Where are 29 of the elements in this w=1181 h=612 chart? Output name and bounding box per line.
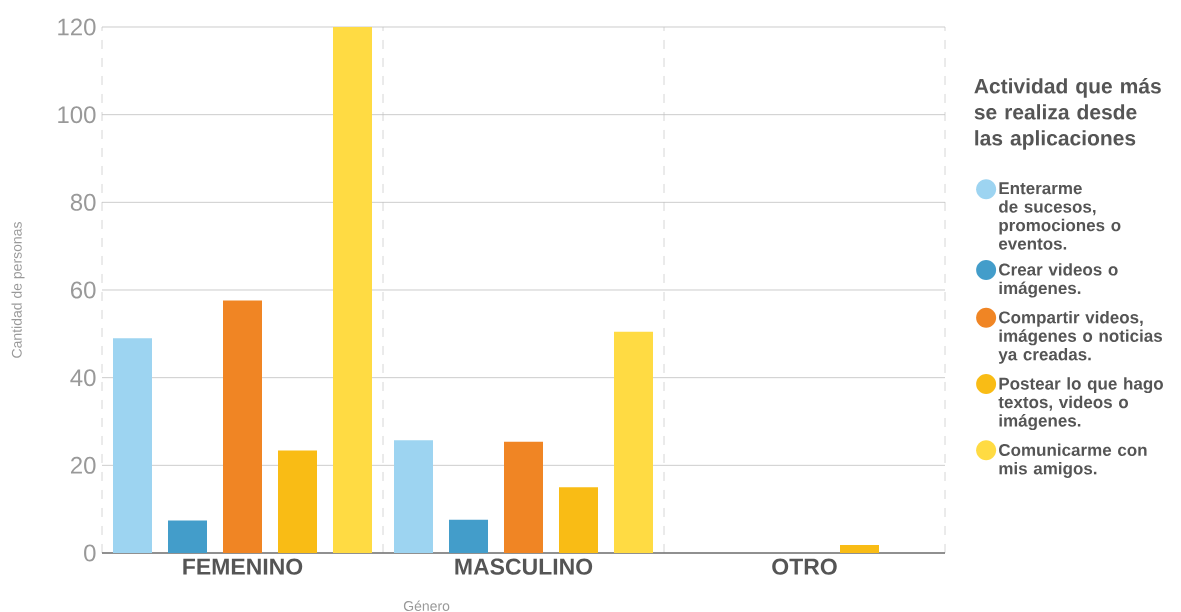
y-tick-label: 0: [84, 544, 96, 562]
bar: [168, 520, 207, 553]
bar: [394, 440, 433, 553]
bar: [113, 338, 152, 553]
bar: [223, 300, 262, 553]
bar: [559, 487, 598, 553]
legend-label: Crear videos o imágenes.: [999, 263, 1118, 298]
bar: [614, 331, 653, 553]
bar: [504, 441, 543, 553]
legend-label: Compartir videos, imágenes o noticias ya creadas.: [998, 310, 1162, 364]
bar: [278, 450, 317, 553]
legend-label: Enterarme de sucesos, promociones o eventos.: [998, 182, 1121, 250]
y-tick-label: 120: [58, 18, 96, 36]
x-tick-label: FEMENINO: [183, 558, 303, 575]
legend-label: Postear lo que hago textos, videos o imágenes.: [998, 377, 1163, 431]
x-tick-label: MASCULINO: [455, 558, 593, 575]
y-tick-label: 40: [70, 369, 96, 387]
x-tick-label: OTRO: [772, 558, 837, 575]
bar: [449, 519, 488, 553]
y-tick-label: 80: [70, 193, 96, 211]
legend-title: Actividad que más se realiza desde las aplicaciones: [974, 77, 1161, 150]
bar: [333, 26, 372, 553]
legend-label: Comunicarme con mis amigos.: [999, 443, 1147, 478]
y-tick-label: 60: [71, 281, 96, 299]
y-tick-label: 100: [58, 106, 96, 124]
x-axis-title: Género: [403, 600, 450, 611]
y-axis-title: Cantidad de personas: [11, 222, 25, 358]
y-tick-label: 20: [70, 456, 96, 474]
bar: [840, 545, 880, 553]
